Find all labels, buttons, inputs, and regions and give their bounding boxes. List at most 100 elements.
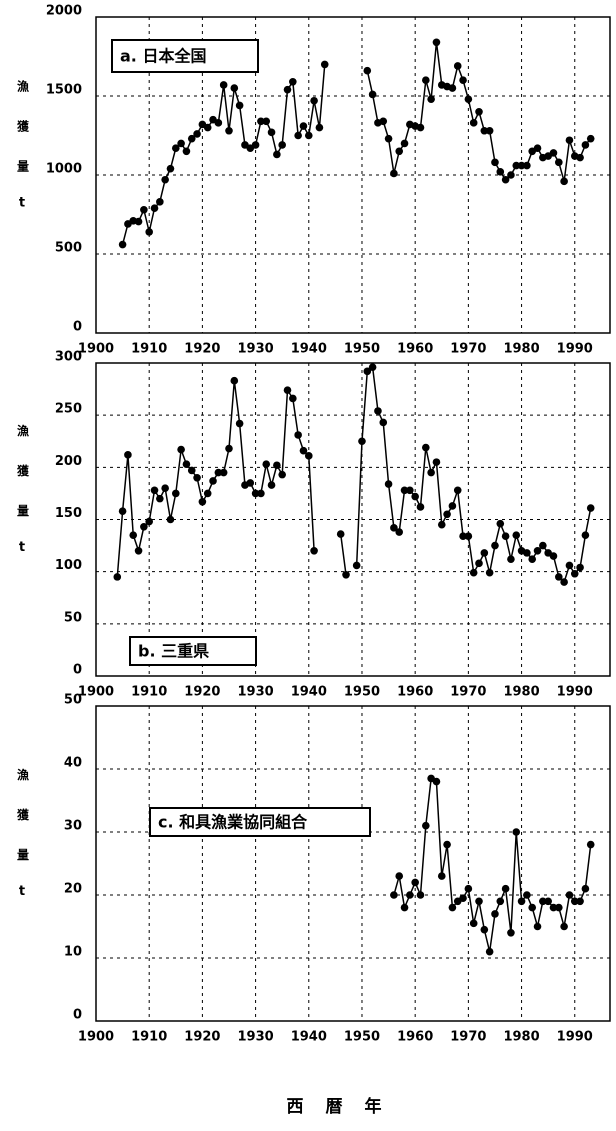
- data-point: [251, 141, 260, 149]
- data-point: [427, 468, 435, 477]
- data-point: [491, 541, 499, 550]
- data-point: [416, 891, 425, 899]
- panel-label: b. 三重県: [138, 642, 209, 661]
- y-tick-label: 0: [73, 320, 82, 335]
- data-point: [469, 919, 478, 928]
- data-point: [400, 486, 409, 495]
- data-point: [267, 481, 276, 489]
- data-point: [273, 461, 281, 470]
- data-point: [586, 134, 595, 143]
- data-point: [411, 878, 419, 887]
- x-tick-label: 1970: [450, 1030, 486, 1045]
- data-point: [289, 77, 297, 86]
- data-point: [448, 502, 457, 510]
- data-point: [464, 95, 473, 103]
- data-point: [507, 171, 515, 179]
- y-tick-label: 150: [55, 506, 82, 521]
- data-point: [432, 38, 441, 47]
- data-point: [544, 897, 552, 906]
- data-point: [214, 119, 223, 127]
- data-point: [576, 563, 584, 572]
- data-point: [453, 62, 462, 70]
- data-point: [565, 136, 574, 145]
- y-tick-label: 40: [64, 756, 82, 771]
- data-point: [432, 458, 441, 466]
- data-point: [453, 486, 462, 495]
- data-point: [336, 530, 345, 538]
- data-point: [379, 117, 388, 126]
- plot-frame: [95, 16, 611, 334]
- data-point: [161, 484, 169, 493]
- data-point: [166, 515, 175, 524]
- data-point: [576, 153, 584, 162]
- data-point: [533, 547, 542, 555]
- data-point: [118, 507, 127, 515]
- data-point: [555, 158, 563, 167]
- data-point: [182, 147, 191, 156]
- data-point: [267, 128, 276, 137]
- data-point: [262, 117, 271, 126]
- label-box: [111, 39, 259, 73]
- y-tick-label: 0: [73, 1008, 82, 1023]
- panel-label: c. 和具漁業協同組合: [158, 813, 308, 832]
- x-tick-label: 1960: [397, 1030, 433, 1045]
- data-point: [411, 492, 419, 501]
- data-point: [390, 169, 398, 178]
- data-point: [475, 108, 483, 116]
- data-point: [533, 144, 542, 152]
- data-point: [443, 840, 451, 849]
- x-tick-label: 1920: [184, 685, 220, 700]
- data-point: [422, 821, 430, 830]
- data-point: [480, 549, 489, 557]
- data-point: [549, 552, 558, 560]
- data-point: [496, 168, 505, 176]
- data-point: [390, 524, 398, 532]
- data-point: [235, 419, 244, 428]
- data-point: [187, 134, 196, 143]
- data-point: [400, 139, 409, 148]
- data-point: [257, 117, 265, 126]
- data-point: [246, 479, 255, 487]
- x-tick-label: 1900: [78, 342, 114, 357]
- data-point: [512, 161, 521, 170]
- data-point: [469, 119, 478, 127]
- data-point: [469, 568, 478, 577]
- data-point: [140, 523, 148, 531]
- data-point: [448, 903, 457, 912]
- data-point: [501, 175, 510, 184]
- data-point: [283, 386, 292, 394]
- y-tick-label: 100: [55, 558, 82, 573]
- data-point: [273, 150, 281, 159]
- panel-label: a. 日本全国: [120, 47, 206, 66]
- data-point: [278, 470, 286, 479]
- data-point: [342, 570, 350, 579]
- data-point: [262, 460, 271, 469]
- data-point: [437, 520, 446, 529]
- data-point: [193, 130, 201, 138]
- data-point: [235, 101, 244, 110]
- data-point: [358, 437, 366, 446]
- data-point: [225, 444, 233, 453]
- y-tick-label: 10: [64, 945, 82, 960]
- x-tick-label: 1980: [503, 342, 539, 357]
- data-point: [501, 532, 510, 540]
- data-point: [539, 897, 547, 906]
- data-point: [480, 925, 489, 934]
- data-point: [581, 141, 590, 149]
- data-point: [485, 568, 494, 577]
- data-point: [113, 573, 122, 581]
- x-tick-label: 1920: [184, 342, 220, 357]
- data-point: [140, 205, 148, 214]
- data-point: [150, 204, 159, 212]
- data-point: [352, 561, 361, 570]
- data-point: [464, 532, 473, 540]
- data-point: [416, 123, 425, 132]
- data-point: [257, 489, 265, 498]
- data-point: [171, 144, 180, 152]
- data-point: [374, 407, 382, 415]
- data-point: [555, 573, 563, 581]
- x-tick-label: 1950: [344, 1030, 380, 1045]
- data-point: [198, 497, 207, 506]
- data-point: [549, 149, 558, 157]
- x-tick-label: 1980: [503, 685, 539, 700]
